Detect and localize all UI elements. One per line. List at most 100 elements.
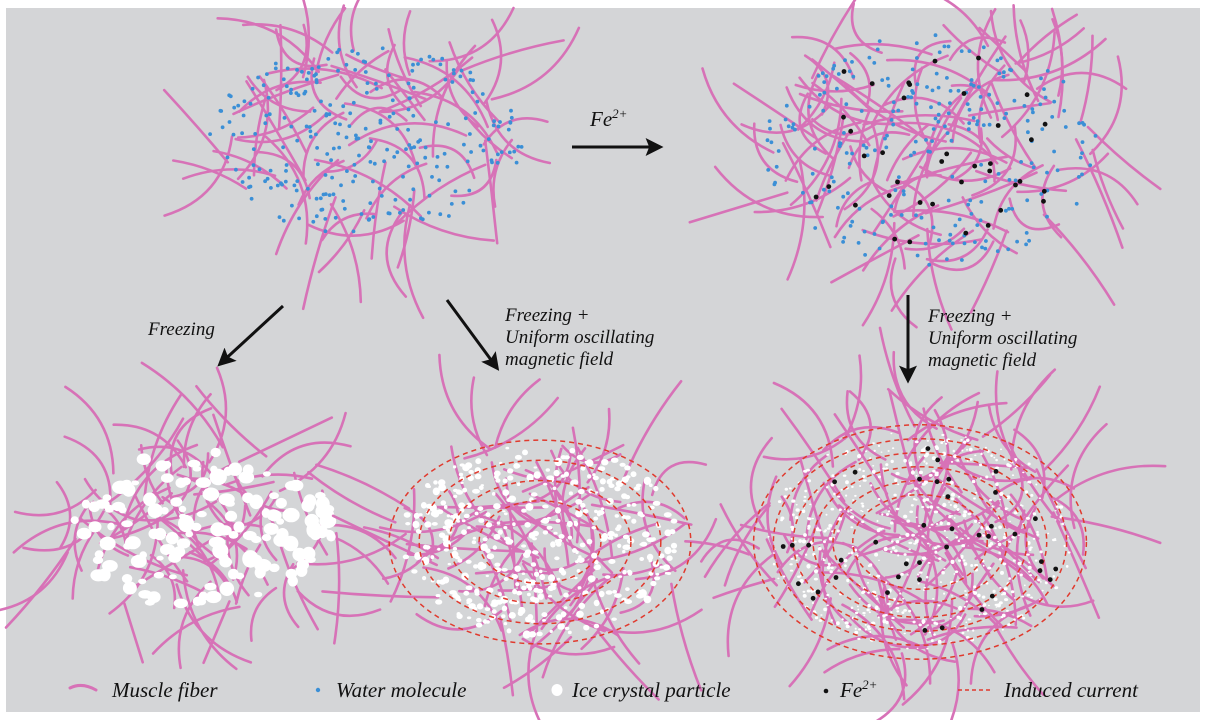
ice-crystal-particle [854, 494, 857, 497]
ice-crystal-particle [606, 497, 614, 505]
water-molecule [289, 87, 293, 92]
water-molecule [927, 262, 932, 267]
water-molecule [294, 188, 299, 193]
ice-crystal-particle [777, 577, 780, 580]
ice-crystal-particle [777, 500, 782, 504]
ice-crystal-particle [890, 432, 893, 435]
muscle-fiber [163, 135, 234, 217]
muscle-fiber [347, 122, 468, 147]
ice-crystal-particle [289, 479, 304, 492]
water-molecule [357, 153, 361, 158]
ice-crystal-particle [949, 480, 954, 485]
ice-crystal-particle [864, 628, 868, 631]
induced-current-ring [478, 500, 602, 584]
water-molecule [937, 101, 942, 106]
ice-crystal-particle [931, 619, 934, 621]
ice-crystal-particle [958, 605, 963, 611]
water-molecule [1004, 208, 1008, 213]
water-molecule [946, 44, 951, 49]
ice-crystal-particle [1001, 613, 1006, 618]
water-molecule [966, 202, 971, 207]
ice-crystal-particle [1008, 577, 1011, 580]
ice-crystal-particle [803, 469, 808, 473]
water-molecule [468, 132, 472, 136]
water-molecule [872, 232, 877, 236]
water-molecule [875, 47, 880, 52]
ice-crystal-particle [857, 608, 860, 611]
water-molecule [406, 127, 410, 132]
ice-crystal-particle [576, 557, 585, 563]
ice-crystal-particle [576, 569, 581, 573]
ice-crystal-particle [513, 463, 520, 469]
ice-crystal-particle [473, 564, 479, 569]
ice-crystal-particle [802, 594, 807, 598]
ice-crystal-particle [827, 562, 831, 566]
fe-ion [993, 490, 998, 495]
ice-crystal-particle [526, 583, 532, 589]
water-molecule [981, 45, 986, 50]
water-molecule [374, 87, 379, 91]
fe-ion [987, 168, 993, 174]
ice-crystal-particle [121, 520, 133, 528]
ice-crystal-particle [122, 479, 132, 486]
ice-crystal-particle [412, 521, 419, 525]
muscle-fiber [1069, 422, 1108, 530]
ice-crystal-particle [671, 549, 677, 554]
ice-crystal-particle [452, 513, 461, 522]
ice-crystal-particle [903, 458, 907, 463]
water-molecule [300, 69, 304, 74]
water-molecule [344, 135, 349, 140]
ice-crystal-particle [792, 513, 795, 517]
muscle-fiber [267, 67, 383, 90]
ice-crystal-particle [841, 618, 844, 621]
ice-crystal-particle [514, 565, 521, 572]
water-molecule [891, 122, 896, 127]
water-molecule [339, 183, 343, 188]
ice-crystal-particle [772, 552, 775, 554]
water-molecule [281, 145, 285, 150]
ice-crystal-particle [610, 457, 619, 463]
freezing-label: Freezing [148, 319, 215, 340]
water-molecule [345, 169, 349, 174]
ice-crystal-particle [612, 589, 617, 594]
ice-crystal-particle [936, 545, 941, 548]
ice-crystal-particle [885, 467, 888, 471]
ice-crystal-particle [593, 623, 600, 629]
water-molecule [337, 145, 342, 150]
ice-crystal-particle [860, 510, 863, 512]
ice-crystal-particle [1025, 516, 1030, 520]
legend-muscle-fiber-icon [68, 683, 98, 692]
ice-crystal-particle [659, 565, 664, 569]
water-molecule [308, 129, 313, 134]
ice-crystal-particle [143, 492, 157, 507]
ice-crystal-particle [977, 593, 981, 598]
ice-crystal-particle [843, 558, 848, 563]
ice-crystal-particle [175, 477, 187, 488]
water-molecule [937, 50, 942, 55]
ice-crystal-particle [580, 465, 586, 471]
ice-crystal-particle [998, 525, 1002, 529]
ice-crystal-particle [124, 536, 141, 550]
ice-crystal-particle [218, 493, 235, 506]
water-molecule [390, 98, 395, 103]
ice-crystal-particle [521, 544, 527, 548]
ice-crystal-particle [959, 618, 962, 621]
ice-crystal-particle [928, 631, 932, 634]
water-molecule [784, 103, 789, 108]
fe-ion [1012, 531, 1018, 537]
muscle-fiber [950, 83, 1000, 122]
fe-ion [833, 575, 839, 580]
ice-crystal-particle [627, 569, 632, 574]
water-molecule [995, 101, 1000, 105]
ice-crystal-particle [1027, 541, 1031, 545]
water-molecule [1030, 107, 1035, 111]
ice-crystal-particle [547, 585, 555, 592]
ice-crystal-particle [836, 621, 840, 626]
water-molecule [824, 74, 829, 78]
ice-crystal-particle [962, 559, 966, 562]
ice-crystal-particle [516, 482, 521, 487]
fe-ion [1013, 182, 1018, 188]
muscle-fiber [815, 128, 853, 202]
ice-crystal-particle [895, 606, 900, 610]
